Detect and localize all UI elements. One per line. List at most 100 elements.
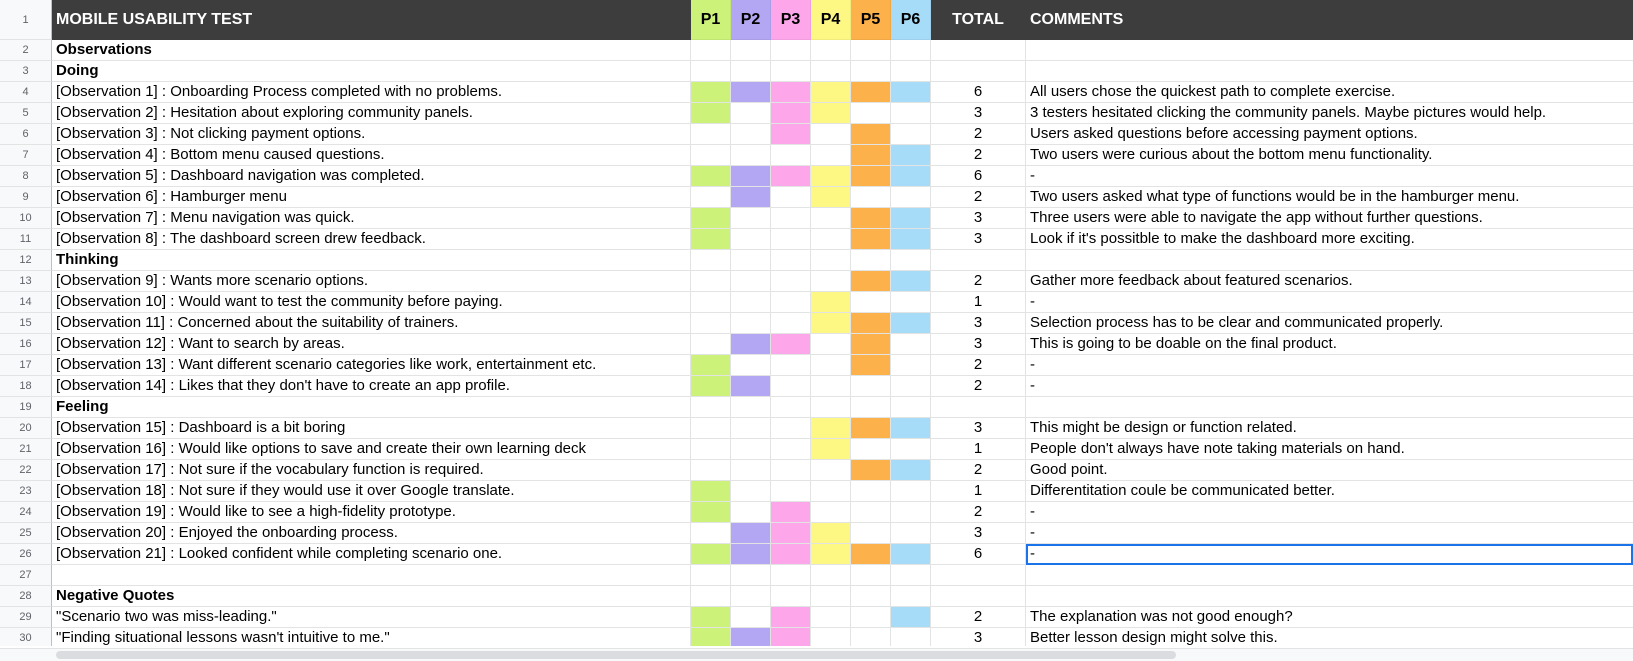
row-number[interactable]: 13	[0, 271, 52, 292]
participant-cell-p4[interactable]	[811, 502, 851, 523]
total-cell[interactable]: 3	[931, 103, 1026, 124]
comment-cell[interactable]: This might be design or function related…	[1026, 418, 1633, 439]
participant-cell-p3[interactable]	[771, 397, 811, 418]
participant-cell-p1[interactable]	[691, 565, 731, 586]
comment-cell[interactable]: Look if it's possitble to make the dashb…	[1026, 229, 1633, 250]
observation-cell[interactable]: [Observation 4] : Bottom menu caused que…	[52, 145, 691, 166]
participant-cell-p2[interactable]	[731, 376, 771, 397]
participant-cell-p1[interactable]	[691, 460, 731, 481]
participant-cell-p6[interactable]	[891, 103, 931, 124]
comment-cell[interactable]	[1026, 565, 1633, 586]
participant-cell-p3[interactable]	[771, 376, 811, 397]
total-cell[interactable]: 3	[931, 334, 1026, 355]
section-heading-cell[interactable]: Thinking	[52, 250, 691, 271]
participant-cell-p1[interactable]	[691, 355, 731, 376]
participant-cell-p4[interactable]	[811, 460, 851, 481]
row-number[interactable]: 22	[0, 460, 52, 481]
participant-header-p1[interactable]: P1	[691, 0, 731, 40]
participant-cell-p6[interactable]	[891, 82, 931, 103]
observation-cell[interactable]	[52, 565, 691, 586]
row-number[interactable]: 20	[0, 418, 52, 439]
total-cell[interactable]: 1	[931, 292, 1026, 313]
participant-cell-p6[interactable]	[891, 523, 931, 544]
participant-cell-p2[interactable]	[731, 82, 771, 103]
participant-cell-p5[interactable]	[851, 397, 891, 418]
participant-cell-p3[interactable]	[771, 418, 811, 439]
sheet-title[interactable]: MOBILE USABILITY TEST	[52, 0, 691, 40]
row-number[interactable]: 27	[0, 565, 52, 586]
participant-cell-p6[interactable]	[891, 145, 931, 166]
participant-cell-p2[interactable]	[731, 544, 771, 565]
comment-cell[interactable]	[1026, 586, 1633, 607]
participant-cell-p6[interactable]	[891, 502, 931, 523]
observation-cell[interactable]: [Observation 3] : Not clicking payment o…	[52, 124, 691, 145]
participant-cell-p4[interactable]	[811, 397, 851, 418]
observation-cell[interactable]: [Observation 11] : Concerned about the s…	[52, 313, 691, 334]
participant-cell-p6[interactable]	[891, 439, 931, 460]
participant-cell-p6[interactable]	[891, 271, 931, 292]
total-header[interactable]: TOTAL	[931, 0, 1026, 40]
participant-cell-p4[interactable]	[811, 61, 851, 82]
total-cell[interactable]: 2	[931, 460, 1026, 481]
comment-cell[interactable]: Gather more feedback about featured scen…	[1026, 271, 1633, 292]
row-number[interactable]: 29	[0, 607, 52, 628]
participant-cell-p5[interactable]	[851, 187, 891, 208]
participant-cell-p3[interactable]	[771, 271, 811, 292]
total-cell[interactable]	[931, 586, 1026, 607]
participant-cell-p1[interactable]	[691, 82, 731, 103]
comment-cell[interactable]: -	[1026, 376, 1633, 397]
participant-cell-p1[interactable]	[691, 103, 731, 124]
section-heading-cell[interactable]: Doing	[52, 61, 691, 82]
participant-cell-p2[interactable]	[731, 250, 771, 271]
participant-cell-p2[interactable]	[731, 40, 771, 61]
participant-cell-p4[interactable]	[811, 187, 851, 208]
participant-cell-p3[interactable]	[771, 355, 811, 376]
participant-cell-p2[interactable]	[731, 586, 771, 607]
participant-cell-p2[interactable]	[731, 208, 771, 229]
participant-cell-p3[interactable]	[771, 103, 811, 124]
row-number[interactable]: 14	[0, 292, 52, 313]
participant-cell-p1[interactable]	[691, 40, 731, 61]
participant-cell-p3[interactable]	[771, 481, 811, 502]
participant-cell-p3[interactable]	[771, 187, 811, 208]
participant-cell-p1[interactable]	[691, 586, 731, 607]
total-cell[interactable]: 2	[931, 376, 1026, 397]
participant-cell-p5[interactable]	[851, 313, 891, 334]
participant-cell-p4[interactable]	[811, 292, 851, 313]
participant-cell-p4[interactable]	[811, 250, 851, 271]
row-number[interactable]: 6	[0, 124, 52, 145]
total-cell[interactable]: 6	[931, 82, 1026, 103]
participant-header-p6[interactable]: P6	[891, 0, 931, 40]
scrollbar-thumb[interactable]	[56, 651, 1176, 659]
row-number[interactable]: 8	[0, 166, 52, 187]
observation-cell[interactable]: "Scenario two was miss-leading."	[52, 607, 691, 628]
participant-cell-p5[interactable]	[851, 523, 891, 544]
total-cell[interactable]: 3	[931, 208, 1026, 229]
comment-cell[interactable]: All users chose the quickest path to com…	[1026, 82, 1633, 103]
row-number[interactable]: 3	[0, 61, 52, 82]
participant-cell-p5[interactable]	[851, 502, 891, 523]
observation-cell[interactable]: [Observation 10] : Would want to test th…	[52, 292, 691, 313]
observation-cell[interactable]: [Observation 21] : Looked confident whil…	[52, 544, 691, 565]
row-number[interactable]: 18	[0, 376, 52, 397]
participant-cell-p3[interactable]	[771, 565, 811, 586]
participant-cell-p3[interactable]	[771, 61, 811, 82]
total-cell[interactable]: 6	[931, 544, 1026, 565]
participant-cell-p5[interactable]	[851, 418, 891, 439]
observation-cell[interactable]: [Observation 16] : Would like options to…	[52, 439, 691, 460]
participant-header-p5[interactable]: P5	[851, 0, 891, 40]
participant-cell-p5[interactable]	[851, 439, 891, 460]
horizontal-scrollbar[interactable]	[0, 648, 1633, 661]
participant-cell-p2[interactable]	[731, 313, 771, 334]
row-number[interactable]: 16	[0, 334, 52, 355]
participant-cell-p6[interactable]	[891, 166, 931, 187]
row-number[interactable]: 28	[0, 586, 52, 607]
comment-cell[interactable]: -	[1026, 523, 1633, 544]
row-number[interactable]: 5	[0, 103, 52, 124]
participant-cell-p3[interactable]	[771, 607, 811, 628]
participant-cell-p2[interactable]	[731, 166, 771, 187]
comment-cell[interactable]	[1026, 40, 1633, 61]
section-heading-cell[interactable]: Feeling	[52, 397, 691, 418]
participant-cell-p1[interactable]	[691, 187, 731, 208]
participant-cell-p4[interactable]	[811, 544, 851, 565]
